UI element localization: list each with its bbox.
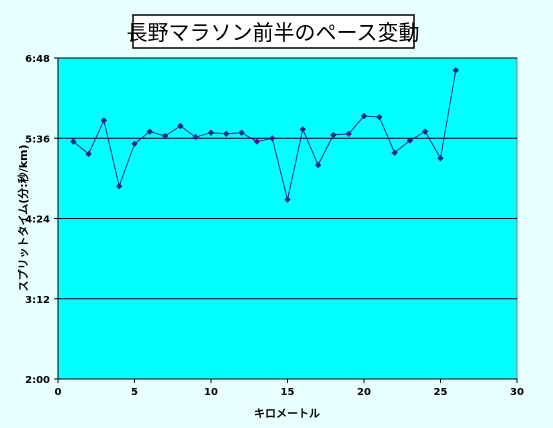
data-point	[299, 126, 306, 133]
data-point	[161, 132, 169, 140]
data-point	[85, 150, 92, 158]
data-point	[314, 161, 322, 169]
data-point	[422, 128, 429, 135]
y-axis-label: スプリットタイム(分:秒/km)	[16, 144, 30, 291]
data-point	[223, 130, 230, 137]
data-point	[146, 128, 153, 135]
x-tick-label: 15	[281, 387, 295, 398]
y-tick-label: 5:36	[25, 134, 50, 145]
data-point	[100, 117, 108, 124]
data-point	[238, 129, 245, 136]
data-point	[269, 135, 276, 142]
data-point	[284, 196, 291, 203]
data-point	[192, 133, 199, 141]
series-layer	[70, 67, 459, 203]
data-point	[452, 67, 459, 74]
y-tick-label: 3:12	[25, 295, 50, 306]
y-tick-label: 4:24	[25, 215, 50, 226]
data-point	[406, 137, 414, 144]
x-tick-label: 10	[204, 387, 218, 398]
x-tick-label: 5	[131, 387, 138, 398]
y-tick-label: 2:00	[25, 375, 50, 386]
axis-layer: 2:00 3:12 4:24 5:36 6:48 0 5 10 15 20 25 30	[25, 54, 524, 398]
data-point	[345, 130, 352, 137]
data-point	[131, 140, 138, 147]
data-point	[116, 183, 123, 190]
title-box	[132, 14, 415, 49]
data-point	[360, 112, 368, 120]
series-line	[72, 70, 457, 200]
x-tick-label: 30	[510, 387, 524, 398]
data-point	[437, 155, 444, 162]
grid-layer	[58, 57, 517, 300]
data-point	[330, 131, 337, 139]
x-tick-label: 25	[434, 387, 448, 398]
data-point	[70, 138, 77, 145]
data-point	[207, 129, 215, 136]
x-axis-label: キロメートル	[254, 407, 320, 420]
data-point	[391, 149, 398, 156]
x-tick-label: 0	[55, 387, 62, 398]
data-point	[253, 138, 261, 145]
x-tick-label: 20	[357, 387, 371, 398]
chart-title: 長野マラソン前半のペース変動	[127, 21, 420, 45]
data-point	[376, 113, 383, 121]
y-tick-label: 6:48	[25, 54, 50, 65]
data-point	[177, 122, 184, 130]
